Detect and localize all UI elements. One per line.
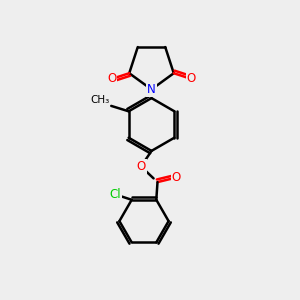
- Text: O: O: [136, 160, 146, 173]
- Text: O: O: [172, 171, 181, 184]
- Text: O: O: [107, 73, 116, 85]
- Text: O: O: [187, 73, 196, 85]
- Text: CH₃: CH₃: [91, 95, 110, 105]
- Text: N: N: [147, 83, 156, 96]
- Text: Cl: Cl: [110, 188, 121, 201]
